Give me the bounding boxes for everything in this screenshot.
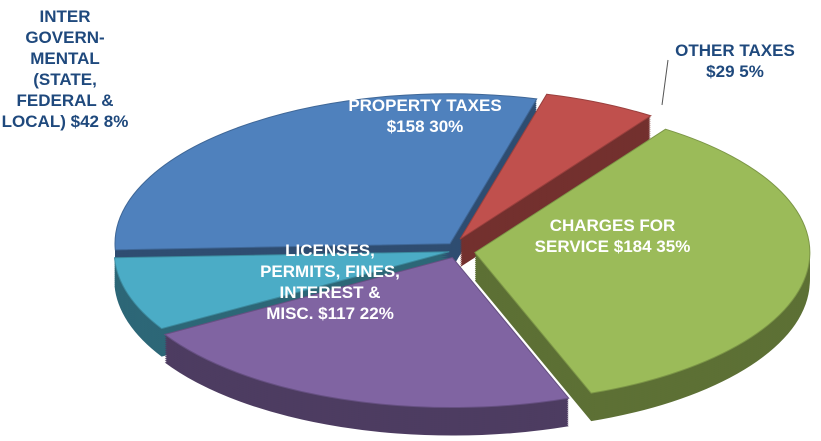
- value-label: $158: [386, 117, 425, 136]
- slice: [113, 251, 450, 330]
- category-name: CHARGES FOR SERVICE: [534, 216, 676, 256]
- category-name: LICENSES, PERMITS, FINES, INTEREST & MIS…: [260, 241, 400, 323]
- slice-label: CHARGES FOR SERVICE $184 35%: [520, 215, 705, 257]
- slice: [163, 256, 570, 409]
- slice-label: INTER GOVERN- MENTAL (STATE, FEDERAL & L…: [0, 6, 130, 132]
- category-name: PROPERTY TAXES: [348, 96, 502, 115]
- percent-label: 5%: [739, 62, 764, 81]
- percent-label: 22%: [359, 304, 394, 323]
- slice: [114, 93, 538, 251]
- value-label: $42: [70, 112, 99, 131]
- slice-label: LICENSES, PERMITS, FINES, INTEREST & MIS…: [255, 240, 405, 324]
- slice: [459, 93, 652, 240]
- slice-label: OTHER TAXES $29 5%: [660, 40, 810, 82]
- value-label: $29: [706, 62, 735, 81]
- category-name: OTHER TAXES: [675, 41, 795, 60]
- value-label: $117: [318, 304, 356, 323]
- percent-label: 30%: [429, 117, 464, 136]
- slice-label: PROPERTY TAXES $158 30%: [345, 95, 505, 137]
- percent-label: 8%: [103, 112, 129, 131]
- slice: [474, 128, 811, 394]
- leader-line: [661, 59, 669, 106]
- value-label: $184: [613, 237, 652, 256]
- category-name: INTER GOVERN- MENTAL (STATE, FEDERAL & L…: [1, 7, 114, 131]
- percent-label: 35%: [656, 237, 691, 256]
